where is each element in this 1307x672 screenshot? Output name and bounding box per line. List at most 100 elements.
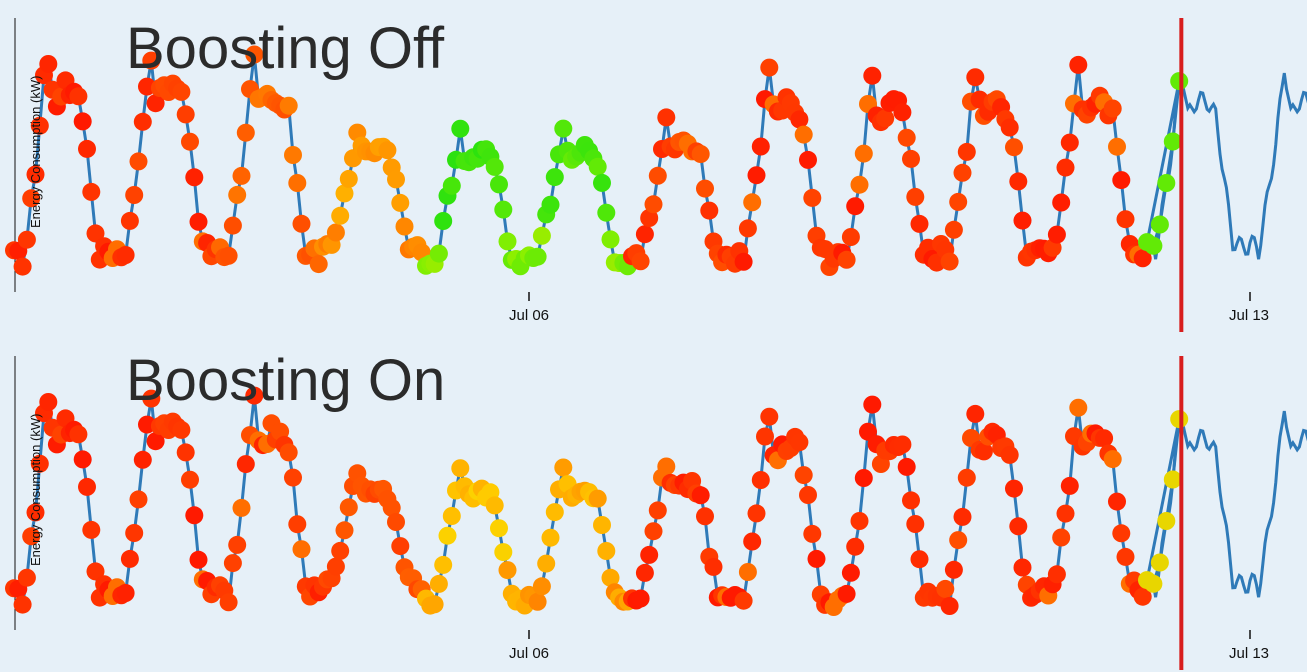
data-point-on-147: [635, 563, 654, 582]
data-point-on-194: [837, 584, 856, 603]
data-point-on-43: [189, 550, 208, 569]
data-point-on-26: [116, 584, 135, 602]
data-point-on-124: [537, 554, 556, 573]
data-point-on-114: [494, 543, 513, 562]
data-point-off-200: [863, 66, 882, 85]
data-point-on-183: [790, 433, 809, 452]
data-point-off-4: [22, 189, 41, 208]
data-point-on-233: [1005, 479, 1023, 498]
data-point-off-256: [1103, 99, 1122, 118]
data-point-on-40: [176, 443, 195, 462]
data-point-on-54: [236, 455, 255, 474]
data-point-on-122: [528, 592, 547, 611]
data-point-on-269: [1170, 410, 1189, 429]
data-point-off-233: [1005, 138, 1023, 157]
data-point-off-19: [86, 224, 105, 243]
data-point-on-115: [498, 561, 517, 580]
data-point-on-137: [593, 516, 611, 534]
data-point-off-40: [176, 105, 195, 124]
data-point-on-126: [545, 503, 564, 522]
data-point-on-176: [760, 407, 779, 426]
data-point-off-196: [846, 197, 865, 216]
x-tick-label-jul06-off: Jul 06: [508, 307, 550, 324]
data-point-off-99: [429, 244, 448, 263]
data-point-on-28: [125, 524, 144, 542]
data-point-off-244: [1052, 193, 1071, 212]
data-point-off-53: [232, 166, 251, 185]
data-point-off-32: [142, 51, 161, 70]
data-point-on-102: [442, 507, 461, 525]
data-point-on-56: [245, 386, 264, 405]
data-point-off-126: [545, 168, 564, 187]
data-point-off-28: [125, 186, 144, 204]
data-point-off-125: [541, 195, 560, 214]
data-point-off-257: [1108, 137, 1126, 156]
data-point-off-123: [532, 226, 551, 245]
data-point-on-128: [554, 458, 573, 477]
data-point-off-112: [485, 157, 504, 176]
data-point-off-138: [597, 203, 616, 222]
data-point-off-221: [953, 163, 972, 182]
data-point-on-173: [747, 504, 766, 523]
data-point-off-39: [172, 82, 191, 101]
data-point-off-67: [292, 214, 311, 233]
data-point-off-56: [245, 45, 264, 64]
data-point-on-246: [1060, 476, 1079, 495]
data-point-off-218: [940, 252, 959, 271]
data-point-on-32: [142, 389, 161, 408]
data-point-on-198: [854, 469, 873, 487]
data-point-on-33: [146, 432, 165, 451]
data-point-off-146: [631, 252, 650, 271]
panel-boosting-on: [5, 356, 1307, 670]
data-point-on-138: [597, 542, 616, 560]
data-point-off-210: [906, 187, 925, 206]
data-point-on-136: [588, 489, 607, 508]
data-point-on-259: [1116, 547, 1135, 566]
data-point-on-51: [223, 554, 242, 573]
data-point-on-99: [429, 574, 448, 593]
y-axis-label-on: Energy Consumption (kW): [28, 413, 43, 566]
data-point-on-17: [78, 477, 96, 496]
data-point-on-207: [893, 435, 912, 454]
data-point-on-30: [133, 450, 152, 469]
data-point-on-76: [331, 541, 350, 560]
data-point-off-15: [69, 87, 88, 106]
data-point-off-113: [490, 175, 508, 194]
data-point-on-8: [39, 393, 58, 411]
data-point-off-8: [39, 55, 58, 73]
data-point-on-232: [1000, 445, 1019, 464]
data-point-off-215: [927, 253, 946, 272]
data-point-off-183: [790, 110, 809, 129]
data-point-on-77: [335, 521, 354, 540]
data-point-off-186: [803, 188, 822, 207]
data-point-on-163: [704, 557, 723, 576]
data-point-off-3: [17, 230, 36, 249]
data-point-on-217: [936, 579, 955, 598]
data-point-off-50: [219, 246, 238, 265]
data-point-on-218: [940, 597, 959, 615]
data-point-off-198: [854, 144, 873, 163]
data-point-off-184: [794, 125, 813, 144]
x-tick-label-jul13-off: Jul 13: [1228, 307, 1270, 324]
data-point-on-50: [219, 593, 238, 612]
data-point-off-172: [743, 193, 762, 212]
data-point-on-202: [871, 455, 890, 473]
data-point-off-219: [944, 220, 963, 239]
data-point-on-258: [1112, 524, 1131, 543]
data-point-off-87: [378, 141, 397, 160]
data-point-off-16: [73, 112, 92, 131]
data-point-on-4: [22, 527, 41, 546]
panel-boosting-off: [5, 18, 1307, 332]
data-point-off-160: [691, 145, 710, 163]
data-point-on-219: [944, 560, 963, 579]
data-point-on-101: [438, 526, 457, 545]
data-point-on-19: [86, 562, 105, 581]
data-point-off-29: [129, 152, 148, 171]
data-point-on-100: [434, 555, 453, 574]
data-point-off-248: [1069, 55, 1088, 74]
data-point-on-211: [910, 550, 929, 569]
data-point-on-210: [906, 515, 925, 533]
series-line-forecast-off: [1145, 72, 1307, 260]
data-point-off-64: [279, 96, 298, 115]
data-point-off-245: [1056, 158, 1075, 177]
